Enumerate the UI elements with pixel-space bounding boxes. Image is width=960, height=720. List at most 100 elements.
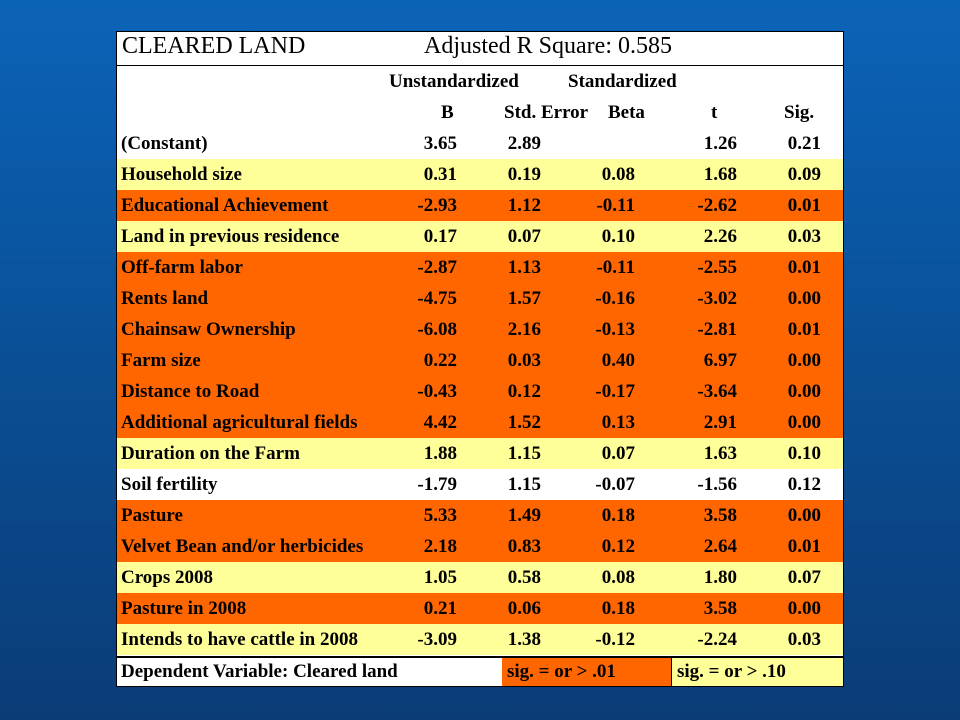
table-row: Duration on the Farm 1.88 1.15 0.07 1.63 0.10: [117, 438, 843, 469]
cell-b: 1.05: [423, 567, 457, 588]
table-row: Velvet Bean and/or herbicides 2.18 0.83 0.1…: [117, 531, 843, 562]
row-label: Soil fertility: [121, 474, 218, 495]
cell-beta: -0.13: [595, 319, 635, 340]
cell-b: 1.88: [423, 443, 457, 464]
cell-sig: 0.21: [787, 133, 821, 154]
row-label: Crops 2008: [121, 567, 214, 588]
cell-se: 0.19: [507, 164, 541, 185]
row-label: Rents land: [121, 288, 209, 309]
table-row: Distance to Road -0.43 0.12 -0.17 -3.64 0.00: [117, 376, 843, 407]
header-standardized: Standardized: [568, 71, 677, 92]
cell-b: -2.93: [417, 195, 457, 216]
cell-b: -0.43: [417, 381, 457, 402]
cell-se: 1.15: [507, 474, 541, 495]
cell-t: 1.26: [703, 133, 737, 154]
cell-b: 5.33: [423, 505, 457, 526]
table-row: Chainsaw Ownership -6.08 2.16 -0.13 -2.81 0.0…: [117, 314, 843, 345]
table-row: Farm size 0.22 0.03 0.40 6.97 0.00: [117, 345, 843, 376]
cell-t: 3.58: [703, 505, 737, 526]
table-row: Educational Achievement -2.93 1.12 -0.11 -2.…: [117, 190, 843, 221]
cell-t: -2.55: [697, 257, 737, 278]
cell-sig: 0.03: [787, 226, 821, 247]
cell-t: 2.64: [703, 536, 737, 557]
cell-t: 1.68: [703, 164, 737, 185]
cell-beta: 0.18: [601, 598, 635, 619]
cell-b: 3.65: [423, 133, 457, 154]
cell-se: 1.13: [507, 257, 541, 278]
cell-sig: 0.01: [787, 195, 821, 216]
header-b: B: [441, 102, 454, 123]
row-label: Duration on the Farm: [121, 443, 300, 464]
table-footer: Dependent Variable: Cleared land sig. = …: [116, 657, 844, 687]
table-row: Household size 0.31 0.19 0.08 1.68 0.09: [117, 159, 843, 190]
table-row: Off-farm labor -2.87 1.13 -0.11 -2.55 0.01: [117, 252, 843, 283]
cell-beta: -0.11: [596, 195, 635, 216]
header-row-groups: Unstandardized Standardized: [117, 66, 843, 97]
cell-t: 1.80: [703, 567, 737, 588]
cell-b: -6.08: [417, 319, 457, 340]
row-label: Pasture: [121, 505, 183, 526]
adjusted-r-square: Adjusted R Square: 0.585: [424, 33, 672, 59]
header-row-columns: B Std. Error Beta t Sig.: [117, 97, 843, 128]
slide: CLEARED LAND Adjusted R Square: 0.585 Un…: [116, 31, 844, 687]
dependent-variable: Dependent Variable: Cleared land: [117, 658, 502, 686]
cell-b: -1.79: [417, 474, 457, 495]
cell-beta: 0.10: [601, 226, 635, 247]
cell-b: 0.22: [423, 350, 457, 371]
table-row: Pasture 5.33 1.49 0.18 3.58 0.00: [117, 500, 843, 531]
cell-se: 0.03: [507, 350, 541, 371]
cell-t: -2.62: [697, 195, 737, 216]
cell-t: -3.64: [697, 381, 737, 402]
cell-sig: 0.01: [787, 257, 821, 278]
header-t: t: [711, 102, 718, 123]
header-sig: Sig.: [784, 102, 815, 123]
cell-b: -3.09: [417, 629, 457, 650]
cell-b: -2.87: [417, 257, 457, 278]
cell-t: -3.02: [697, 288, 737, 309]
cell-se: 1.57: [507, 288, 541, 309]
table-row: Intends to have cattle in 2008 -3.09 1.38 -…: [117, 624, 843, 655]
cell-se: 1.52: [507, 412, 541, 433]
cell-sig: 0.00: [787, 288, 821, 309]
cell-t: 6.97: [703, 350, 737, 371]
cell-se: 1.38: [507, 629, 541, 650]
cell-se: 1.15: [507, 443, 541, 464]
row-label: Chainsaw Ownership: [121, 319, 296, 340]
cell-beta: -0.17: [595, 381, 635, 402]
row-label: Intends to have cattle in 2008: [121, 629, 358, 650]
cell-sig: 0.00: [787, 381, 821, 402]
cell-beta: 0.08: [601, 164, 635, 185]
cell-b: 2.18: [423, 536, 457, 557]
cell-sig: 0.01: [787, 536, 821, 557]
cell-b: 0.21: [423, 598, 457, 619]
legend-sig-01: sig. = or > .01: [502, 658, 671, 686]
cell-sig: 0.00: [787, 350, 821, 371]
cell-se: 0.06: [507, 598, 541, 619]
cell-b: 0.17: [423, 226, 457, 247]
cell-beta: 0.40: [601, 350, 635, 371]
cell-beta: 0.07: [601, 443, 635, 464]
cell-sig: 0.12: [787, 474, 821, 495]
cell-beta: -0.12: [595, 629, 635, 650]
cell-sig: 0.00: [787, 505, 821, 526]
table-row: Land in previous residence 0.17 0.07 0.10 2.…: [117, 221, 843, 252]
cell-sig: 0.03: [787, 629, 821, 650]
row-label: Farm size: [121, 350, 201, 371]
cell-t: 2.91: [703, 412, 737, 433]
cell-b: -4.75: [417, 288, 457, 309]
cell-se: 2.16: [507, 319, 541, 340]
table-title: CLEARED LAND: [122, 33, 306, 59]
cell-t: 3.58: [703, 598, 737, 619]
table-row: Pasture in 2008 0.21 0.06 0.18 3.58 0.00: [117, 593, 843, 624]
legend-sig-10: sig. = or > .10: [671, 658, 843, 686]
cell-sig: 0.07: [787, 567, 821, 588]
cell-se: 0.58: [507, 567, 541, 588]
header-beta: Beta: [608, 102, 645, 123]
cell-sig: 0.00: [787, 412, 821, 433]
table-title-row: CLEARED LAND Adjusted R Square: 0.585: [116, 31, 844, 66]
row-label: Land in previous residence: [121, 226, 340, 247]
row-label: (Constant): [121, 133, 208, 154]
cell-se: 2.89: [507, 133, 541, 154]
table-row: (Constant) 3.65 2.89 1.26 0.21: [117, 128, 843, 159]
table-row: Soil fertility -1.79 1.15 -0.07 -1.56 0.12: [117, 469, 843, 500]
